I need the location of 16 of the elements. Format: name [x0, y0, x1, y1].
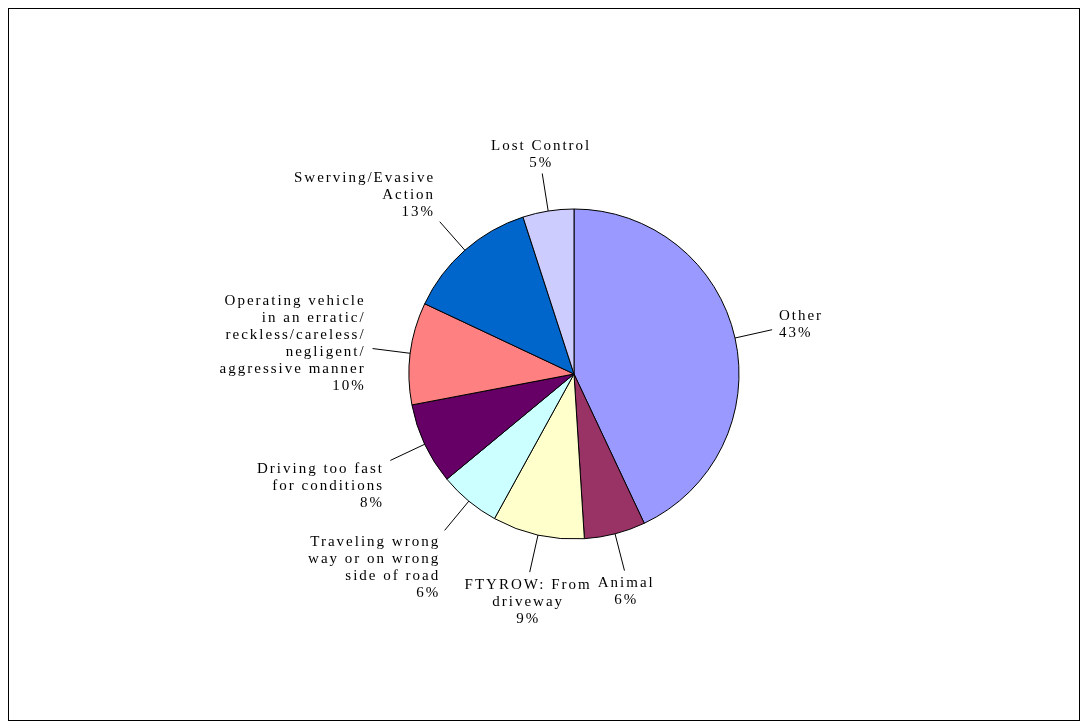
data-label: 6%	[416, 583, 441, 600]
slice-label: Other	[778, 306, 824, 323]
slice-label: Swerving/Evasive Action	[293, 169, 436, 203]
slice-label: Animal	[597, 574, 655, 591]
data-label: 8%	[359, 494, 384, 511]
slice-label: Traveling wrong way or on wrong side of road	[308, 532, 441, 583]
data-label: 13%	[401, 203, 436, 220]
data-label: 10%	[332, 377, 366, 394]
slice-label: Driving too fast for conditions	[256, 460, 384, 494]
data-label: 6%	[614, 591, 639, 608]
slice-label: Operating vehicle in an erratic/reckless/careless/negligent/aggressive manner	[219, 292, 366, 377]
slice-label: FTYROW: From driveway	[464, 575, 592, 609]
data-label: 9%	[516, 609, 541, 626]
data-label: 43%	[778, 323, 813, 340]
data-label: 5%	[529, 153, 554, 170]
slice-label: Lost Control	[491, 136, 592, 153]
